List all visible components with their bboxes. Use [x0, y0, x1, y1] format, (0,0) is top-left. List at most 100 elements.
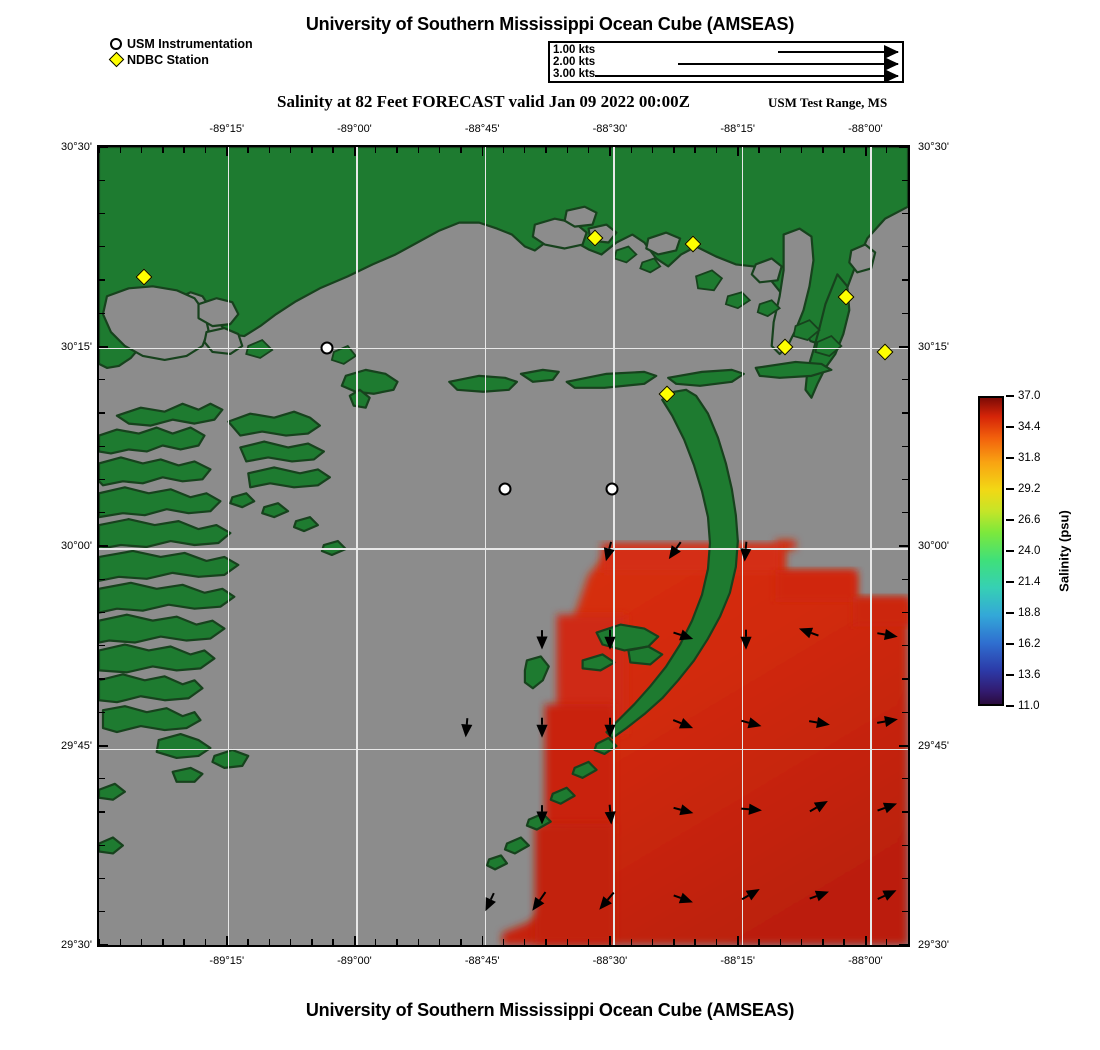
axis-label-longitude: -89°00' [337, 123, 372, 135]
axis-tick-left [99, 678, 105, 680]
axis-tick-left [99, 877, 105, 880]
axis-tick-left [99, 645, 105, 647]
axis-tick-top [162, 147, 164, 153]
axis-tick-top [226, 147, 228, 156]
colorbar-panel: 37.0 34.4 31.8 29.2 26.6 24.0 21.4 18.8 16.2 13.6… [978, 390, 1098, 712]
axis-label-latitude: 29°30' [61, 939, 92, 951]
legend-item-ndbc-station: NDBC Station [108, 51, 253, 68]
axis-tick-right [902, 811, 908, 813]
axis-tick-bottom [758, 939, 760, 945]
axis-tick-right [902, 512, 908, 514]
axis-tick-right [899, 545, 908, 548]
axis-tick-bottom [204, 939, 207, 945]
axis-tick-right [902, 312, 908, 314]
colorbar-tick [1006, 457, 1014, 459]
colorbar-tick [1006, 488, 1014, 490]
axis-tick-right [902, 412, 908, 414]
axis-tick-bottom [119, 939, 121, 945]
axis-tick-right [899, 147, 908, 149]
axis-tick-top [460, 147, 462, 153]
axis-tick-top [673, 147, 675, 153]
land-polygons [99, 147, 908, 871]
axis-tick-left [99, 312, 105, 314]
footer-title: University of Southern Mississippi Ocean… [305, 1000, 795, 1020]
axis-label-longitude: -89°15' [209, 955, 245, 967]
page-title: University of Southern Mississippi Ocean… [305, 14, 795, 34]
axis-tick-bottom [524, 939, 526, 945]
axis-tick-bottom [736, 936, 739, 945]
axis-tick-left [99, 778, 105, 780]
axis-tick-top [715, 147, 718, 153]
axis-tick-left [99, 478, 105, 481]
axis-tick-bottom [673, 939, 675, 945]
colorbar-tick [1006, 395, 1014, 397]
axis-tick-top [822, 147, 824, 153]
legend-item-usm-instrumentation: USM Instrumentation [108, 36, 253, 52]
colorbar-tick-label: 18.8 [1018, 607, 1041, 619]
axis-tick-top [247, 147, 249, 153]
usm-instrumentation-marker[interactable] [498, 482, 512, 496]
axis-tick-bottom [886, 939, 888, 945]
usm-instrumentation-marker[interactable] [320, 341, 334, 355]
axis-tick-right [902, 212, 908, 215]
axis-label-latitude: 29°45' [918, 739, 949, 752]
axis-tick-bottom [311, 939, 313, 945]
axis-tick-right [899, 345, 908, 348]
axis-tick-left [99, 911, 105, 913]
gridline-lat-29-45 [99, 748, 908, 750]
colorbar-tick [1006, 519, 1014, 521]
axis-tick-top [502, 147, 505, 153]
axis-tick-bottom [609, 936, 612, 945]
axis-tick-top [438, 147, 441, 153]
axis-tick-top [417, 147, 420, 153]
colorbar-tick-label: 13.6 [1018, 669, 1041, 681]
map-panel[interactable] [97, 145, 910, 947]
axis-tick-bottom [332, 939, 334, 945]
axis-tick-left [99, 578, 105, 580]
axis-tick-top [864, 147, 867, 156]
axis-tick-bottom [396, 939, 398, 945]
axis-tick-bottom [566, 939, 569, 945]
axis-tick-right [902, 445, 908, 447]
circle-marker-icon [108, 36, 126, 52]
axis-tick-top [779, 147, 781, 153]
axis-tick-right [902, 678, 908, 680]
vector-scale-legend: 1.00 kts 2.00 kts 3.00 kts [548, 41, 904, 83]
axis-tick-top [524, 147, 526, 153]
vector-scale-row-1kt: 1.00 kts [550, 44, 902, 58]
axis-tick-right [899, 944, 908, 945]
axis-tick-bottom [481, 936, 484, 945]
axis-tick-bottom [289, 939, 292, 945]
axis-tick-bottom [779, 939, 781, 945]
axis-tick-left [99, 147, 108, 149]
axis-tick-top [119, 147, 121, 153]
axis-tick-bottom [226, 936, 228, 945]
axis-tick-top [800, 147, 803, 153]
usm-instrumentation-marker[interactable] [605, 482, 619, 496]
axis-label-longitude: -88°00' [848, 123, 883, 135]
axis-tick-top [609, 147, 612, 156]
colorbar-tick-label: 24.0 [1018, 545, 1041, 557]
axis-tick-bottom [438, 939, 441, 945]
axis-tick-bottom [502, 939, 505, 945]
axis-tick-bottom [140, 939, 143, 945]
axis-tick-top [843, 147, 845, 153]
axis-tick-bottom [375, 939, 377, 945]
colorbar-tick-label: 29.2 [1018, 483, 1041, 495]
axis-tick-top [183, 147, 185, 153]
colorbar-tick-label: 16.2 [1018, 638, 1041, 650]
vector-scale-label-2kt: 2.00 kts [553, 56, 596, 69]
axis-tick-bottom [587, 939, 590, 945]
axis-label-longitude: -89°15' [209, 123, 245, 135]
axis-tick-left [99, 412, 105, 414]
colorbar-title: Salinity (psu) [1056, 510, 1072, 592]
axis-label-latitude: 29°45' [61, 739, 92, 752]
axis-label-longitude: -88°00' [848, 955, 883, 967]
axis-tick-bottom [183, 939, 185, 945]
legend-label-ndbc: NDBC Station [127, 53, 209, 67]
vector-arrow-2kt-icon [678, 58, 899, 70]
axis-tick-bottom [545, 939, 547, 945]
colorbar-tick [1006, 612, 1014, 614]
axis-tick-top [140, 147, 143, 153]
